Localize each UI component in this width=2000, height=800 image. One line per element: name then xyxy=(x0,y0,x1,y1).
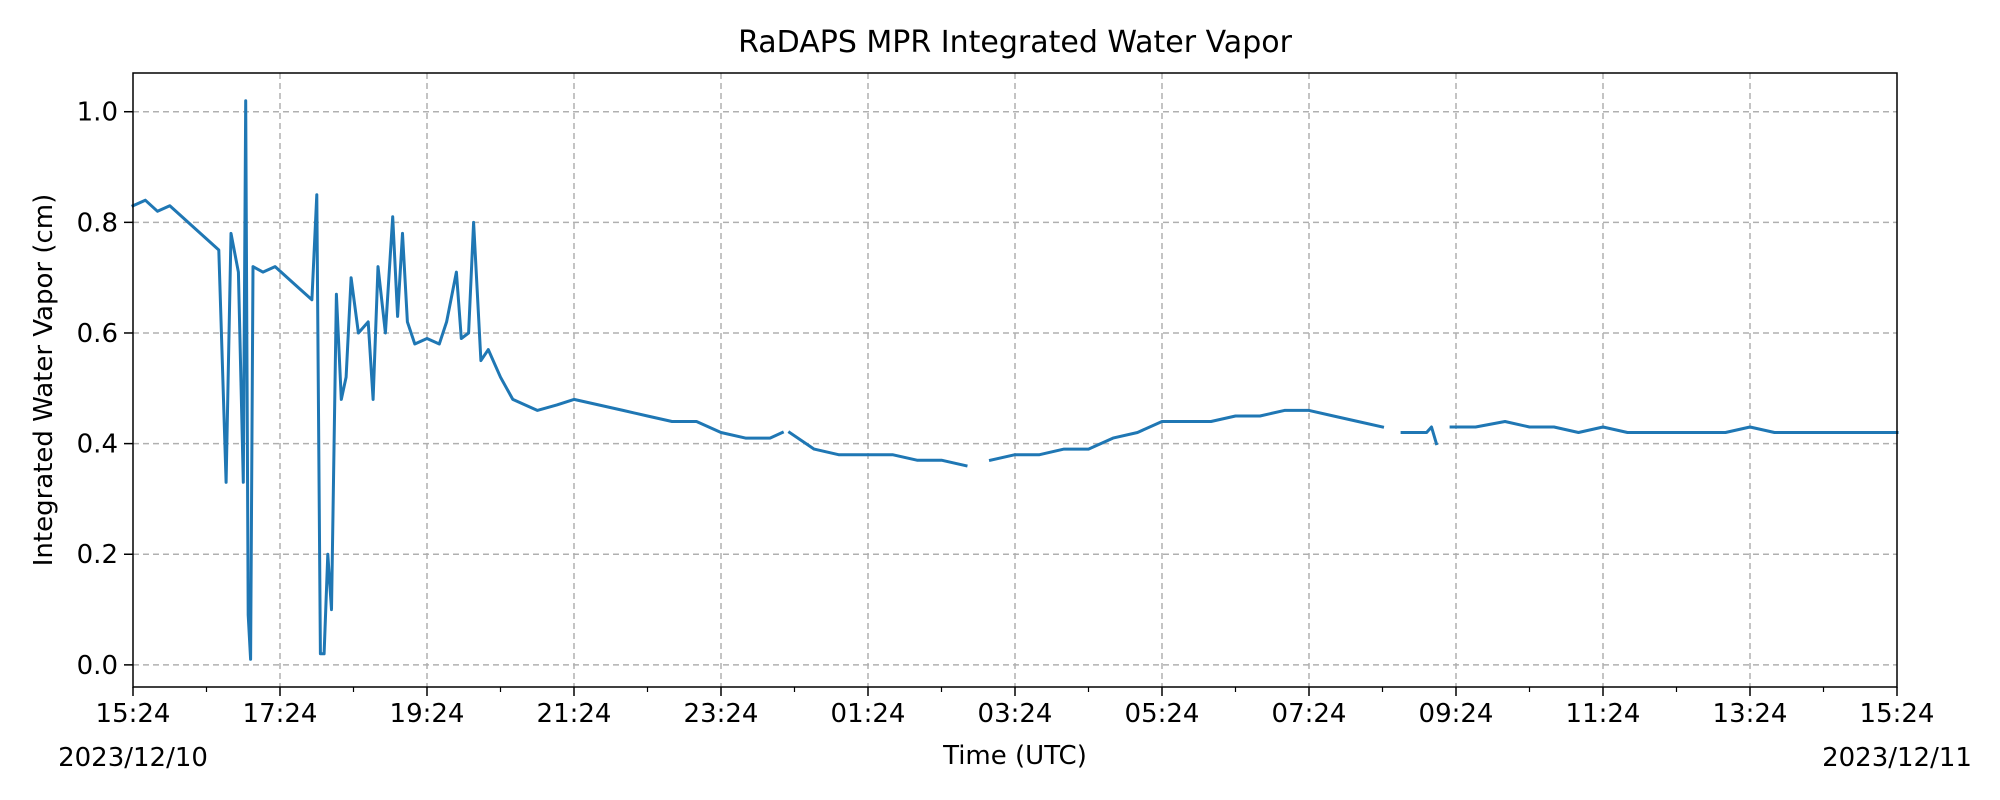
series-line-segment-2 xyxy=(787,430,968,468)
line-layer xyxy=(131,99,1899,661)
series-line-segment-5 xyxy=(1449,420,1899,434)
x-tick-label: 19:24 xyxy=(390,699,465,729)
x-tick-label: 23:24 xyxy=(684,699,759,729)
x-tick-label: 11:24 xyxy=(1566,699,1641,729)
y-axis-label: Integrated Water Vapor (cm) xyxy=(29,194,59,567)
tick-layer: 15:24 17:24 19:24 21:24 23:24 01:24 03:24 05:24… xyxy=(77,98,1935,729)
y-tick-label: 0.2 xyxy=(77,540,118,570)
x-tick-label: 03:24 xyxy=(978,699,1053,729)
date-label-end: 2023/12/11 xyxy=(1822,743,1972,773)
y-tick-label: 0.0 xyxy=(77,651,118,681)
x-tick-label: 13:24 xyxy=(1713,699,1788,729)
date-label-start: 2023/12/10 xyxy=(58,743,208,773)
chart-title: RaDAPS MPR Integrated Water Vapor xyxy=(738,25,1293,60)
x-tick-label: 05:24 xyxy=(1125,699,1200,729)
x-tick-label: 17:24 xyxy=(243,699,318,729)
grid-layer xyxy=(133,73,1897,687)
x-tick-label: 21:24 xyxy=(537,699,612,729)
series-line-segment-3 xyxy=(988,408,1385,462)
x-axis-label: Time (UTC) xyxy=(942,741,1087,771)
y-tick-label: 0.6 xyxy=(77,319,118,349)
x-tick-label: 07:24 xyxy=(1272,699,1347,729)
x-tick-label: 15:24 xyxy=(1860,699,1935,729)
y-tick-label: 0.8 xyxy=(77,208,118,238)
x-tick-label: 09:24 xyxy=(1419,699,1494,729)
x-tick-label: 01:24 xyxy=(831,699,906,729)
series-line-segment-1 xyxy=(131,99,785,661)
y-tick-label: 1.0 xyxy=(77,98,118,128)
series-line-segment-4 xyxy=(1400,425,1439,446)
y-tick-label: 0.4 xyxy=(77,430,118,460)
x-tick-label: 15:24 xyxy=(96,699,171,729)
